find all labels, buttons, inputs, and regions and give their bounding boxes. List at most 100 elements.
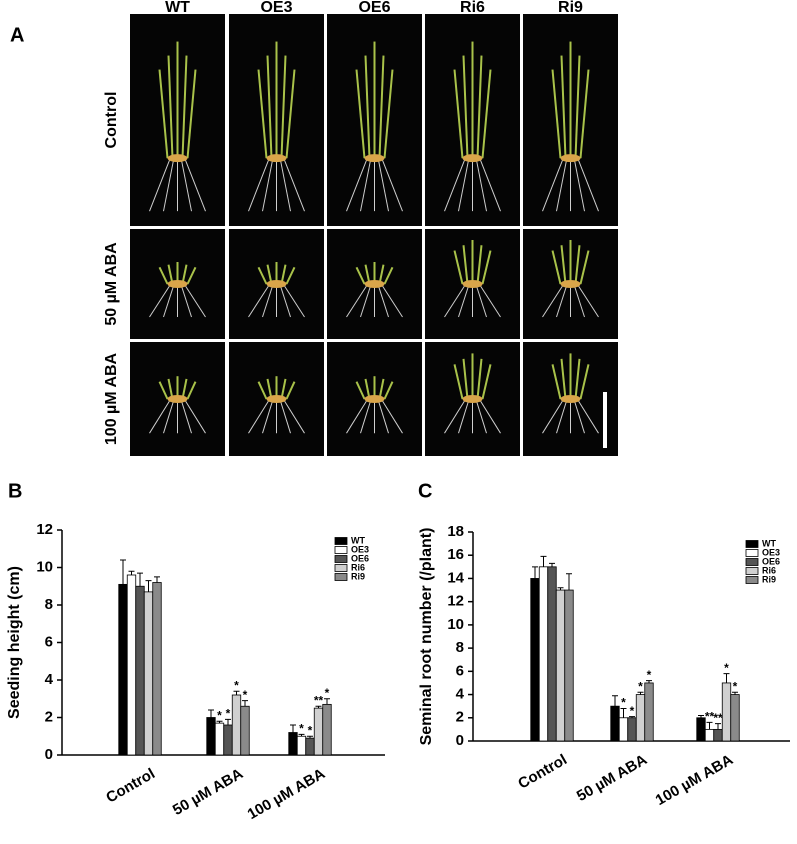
error-bar [216,720,223,724]
root [181,400,192,434]
shoot [481,250,492,285]
legend-swatch [334,537,348,545]
error-bar [566,573,572,591]
error-bar [532,566,538,579]
root [476,285,487,318]
shoot [383,266,394,285]
legend-swatch [334,564,348,572]
significance-mark: * [621,696,626,710]
legend-label: OE3 [762,547,780,557]
error-bar [154,576,160,583]
bar [730,694,740,742]
bar [231,694,242,756]
significance-mark: * [217,708,222,722]
root [542,400,563,434]
shoot [355,381,366,400]
shoot [364,378,371,400]
shoot [476,358,483,400]
error-bar [315,705,322,709]
shoot [551,69,562,159]
root [378,285,389,318]
root [382,285,403,318]
shoot [257,266,268,285]
error-bar [698,714,704,718]
significance-mark: * [234,678,239,692]
bar [223,724,233,756]
shoot [574,55,581,159]
legend-label: Ri9 [762,574,776,584]
significance-mark: * [226,707,231,721]
root [578,285,599,318]
root [181,285,192,318]
shoot [280,378,287,400]
bar [530,578,540,742]
error-bar [549,562,555,567]
legend-label: Ri9 [351,571,365,581]
error-bar [706,721,713,730]
shoot [181,378,188,400]
shoot [378,378,385,400]
error-bar [637,691,644,695]
error-bar [233,690,240,695]
y-tick-label: 2 [45,708,53,725]
shoot [551,250,562,285]
bar [135,585,145,756]
x-tick-label: 100 µM ABA [653,751,737,809]
seed [266,154,287,163]
shoot [257,69,268,159]
y-axis-title: Seeding height (cm) [6,566,23,719]
panel-label: A [10,24,24,46]
significance-mark: * [325,686,330,700]
root [346,400,367,434]
significance-mark: ** [705,710,715,724]
y-tick-label: 14 [447,569,464,586]
error-bar [120,559,126,585]
significance-mark: * [733,679,738,693]
error-bar [723,673,730,683]
legend-swatch [334,573,348,581]
shoot [560,358,567,400]
seed [462,280,483,288]
significance-mark: * [243,688,248,702]
root [458,285,469,318]
root [284,159,305,212]
root [556,285,567,318]
y-tick-label: 10 [36,558,53,575]
root [574,160,585,212]
y-tick-label: 10 [447,616,464,633]
root [458,160,469,212]
shoot [167,378,174,400]
error-bar [612,695,618,707]
y-tick-label: 6 [45,633,53,650]
legend-swatch [745,540,759,548]
legend-label: Ri6 [351,562,365,572]
bar [721,682,732,742]
root [444,285,465,318]
bar [214,722,225,756]
shoot [574,358,581,400]
seed [266,395,287,403]
root [149,400,170,434]
bar [713,728,723,742]
root [556,160,567,212]
shoot [285,381,296,400]
seed [167,154,188,163]
error-bar [646,680,652,683]
shoot [462,358,469,400]
shoot [280,55,287,159]
root [280,160,291,212]
shoot [383,381,394,400]
row-label: Control [103,92,120,149]
root [181,160,192,212]
bar [627,717,637,742]
root [163,400,174,434]
error-bar [137,572,143,587]
x-tick-label: Control [103,765,158,806]
root [280,285,291,318]
column-label: Ri9 [558,0,583,16]
y-tick-label: 4 [45,671,54,688]
bar [644,682,654,742]
root [476,160,487,212]
root [185,400,206,434]
y-tick-label: 8 [456,639,464,656]
